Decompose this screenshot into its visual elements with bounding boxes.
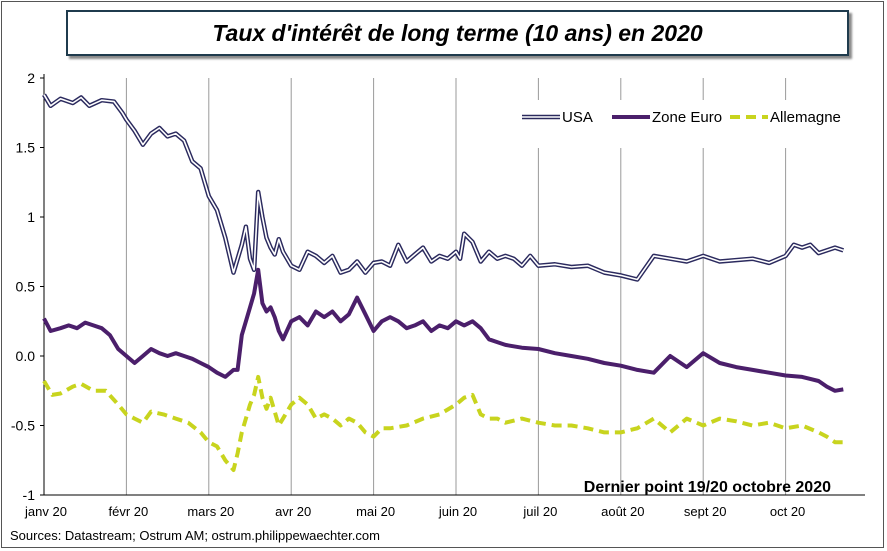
y-tick-label: -1 (23, 487, 36, 503)
legend-label: Zone Euro (652, 109, 722, 126)
y-tick-label: 0.5 (16, 279, 36, 295)
y-tick-label: -0.5 (11, 418, 35, 434)
series-line-zone-euro (42, 267, 844, 393)
chart-title: Taux d'intérêt de long terme (10 ans) en… (212, 19, 703, 46)
y-tick-label: 1 (27, 209, 35, 225)
legend-box (512, 100, 857, 148)
legend-label: USA (562, 109, 593, 126)
last-point-annotation: Dernier point 19/20 octobre 2020 (584, 479, 831, 496)
x-tick-label: juin 20 (438, 504, 477, 519)
series-line-usa-inner (43, 94, 844, 281)
x-tick-label: sept 20 (684, 504, 727, 519)
series-line-allemagne (42, 374, 844, 472)
y-tick-label: 0.0 (16, 348, 36, 364)
x-tick-label: mars 20 (187, 504, 234, 519)
x-tick-label: févr 20 (109, 504, 149, 519)
x-tick-label: avr 20 (275, 504, 311, 519)
x-tick-label: août 20 (601, 504, 644, 519)
legend-label: Allemagne (770, 109, 841, 126)
x-tick-label: mai 20 (356, 504, 395, 519)
x-tick-label: oct 20 (770, 504, 805, 519)
x-tick-label: juil 20 (522, 504, 557, 519)
chart-title-box: Taux d'intérêt de long terme (10 ans) en… (66, 10, 849, 56)
x-tick-label: janv 20 (24, 504, 67, 519)
y-tick-label: 2 (27, 70, 35, 86)
source-note: Sources: Datastream; Ostrum AM; ostrum.p… (10, 528, 380, 543)
y-tick-label: 1.5 (16, 140, 36, 156)
